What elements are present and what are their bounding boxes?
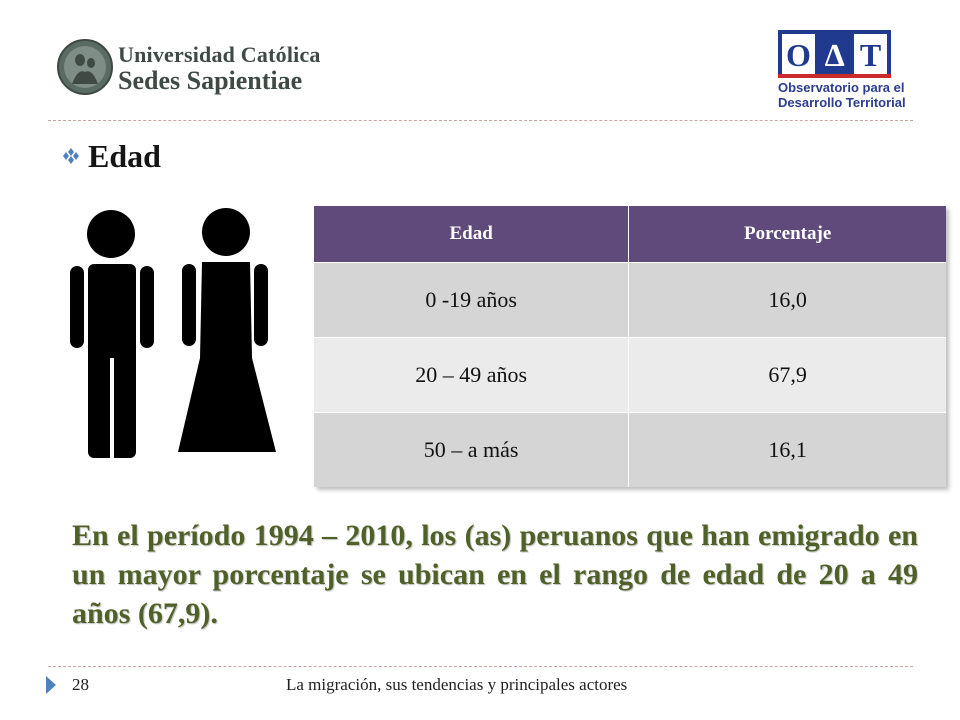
percentage-cell: 67,9 [628,337,946,413]
odt-logo-mark: O ∆ T [778,30,891,78]
university-name-line1: Universidad Católica [118,42,321,67]
percentage-cell: 16,1 [628,412,946,487]
svg-text:∆: ∆ [825,37,845,73]
age-range-cell: 50 – a más [314,412,630,487]
table-row: 50 – a más 16,1 [314,412,946,487]
male-female-figures-icon [70,208,276,458]
odt-name-line2: Desarrollo Territorial [778,95,906,110]
summary-paragraph: En el período 1994 – 2010, los (as) peru… [72,519,918,630]
university-name-line2: Sedes Sapientiae [118,66,303,95]
svg-text:O: O [786,37,811,73]
table-row: 20 – 49 años 67,9 [314,337,946,413]
percentage-cell: 16,0 [628,262,946,338]
footer-title: La migración, sus tendencias y principal… [286,675,628,694]
table-row: 0 -19 años 16,0 [314,262,946,338]
slide-heading: Edad [88,138,161,174]
odt-name-line1: Observatorio para el [778,80,905,95]
footer-divider [48,666,913,667]
table-header-row: Edad Porcentaje [314,206,946,263]
age-range-cell: 20 – 49 años [314,337,630,413]
page-number: 28 [72,675,89,694]
header-divider [48,120,913,121]
footer-triangle-icon [46,676,56,694]
column-header-edad: Edad [314,206,630,263]
diamond-bullet-icon [63,148,79,164]
university-name: Universidad Católica Sedes Sapientiae [118,44,321,94]
age-distribution-table: Edad Porcentaje 0 -19 años 16,0 20 – 49 … [314,206,946,487]
university-seal-logo [57,39,113,95]
column-header-porcentaje: Porcentaje [628,206,946,263]
svg-text:T: T [860,37,881,73]
odt-name: Observatorio para el Desarrollo Territor… [778,80,906,110]
age-range-cell: 0 -19 años [314,262,630,338]
